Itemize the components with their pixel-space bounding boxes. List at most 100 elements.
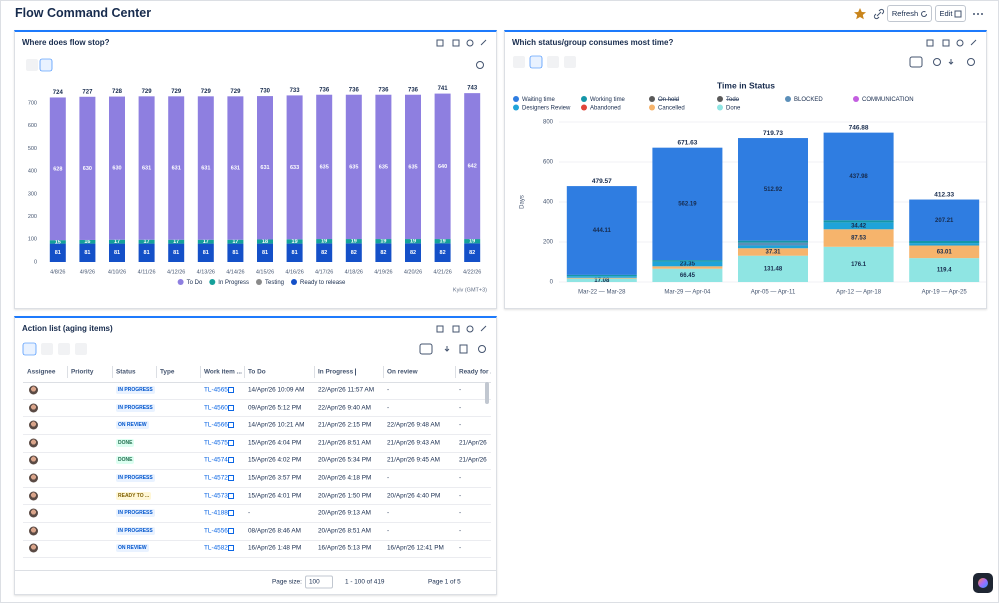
bar-segment (345, 94, 362, 240)
work-item-link[interactable]: TL-4573 (204, 492, 228, 500)
settings-icon[interactable] (476, 61, 484, 69)
bar-segment (109, 96, 125, 240)
segment-label: 82 (321, 250, 327, 256)
legend-item[interactable]: Waiting time (513, 96, 555, 103)
segment-label: 17 (173, 239, 179, 245)
avatar (29, 420, 38, 430)
scrollbar (485, 382, 489, 404)
segment-label: 63.01 (937, 249, 953, 255)
assistant-button[interactable] (973, 573, 993, 593)
panel-tools[interactable] (436, 39, 487, 47)
work-item-link[interactable]: TL-4572 (204, 474, 228, 482)
total-label: 729 (201, 89, 212, 95)
legend-swatch (853, 96, 859, 102)
row-divider (23, 539, 491, 541)
bar-segment (138, 243, 155, 262)
panel-tools[interactable] (926, 39, 977, 47)
work-item-link[interactable]: TL-4556 (204, 527, 228, 535)
legend-item[interactable]: COMMUNICATION (853, 96, 914, 103)
table-cell: - (459, 421, 462, 429)
refresh-button[interactable]: Refresh (887, 5, 932, 22)
y-axis-label: Days (520, 195, 526, 209)
table-tools[interactable] (419, 343, 486, 355)
external-link-icon (228, 404, 234, 411)
column-divider (200, 366, 201, 378)
external-link-icon (228, 422, 234, 429)
legend-swatch (177, 279, 184, 285)
bar-segment (138, 96, 155, 240)
legend-item[interactable]: BLOCKED (785, 96, 823, 103)
bar-segment (405, 94, 421, 240)
segment-label: 131.48 (764, 266, 783, 272)
work-item-link[interactable]: TL-4566 (204, 421, 228, 429)
table: Assignee Priority Status Type Work item ... T… (15, 362, 491, 569)
work-item-link[interactable]: TL-4574 (204, 456, 228, 464)
segment-label: 81 (292, 250, 298, 256)
legend-label: Done (726, 106, 741, 112)
segment-label: 207.21 (935, 218, 954, 224)
legend-item[interactable]: Todo (717, 96, 740, 103)
page-size-select[interactable]: 100 (305, 575, 333, 589)
legend-item[interactable]: Abandoned (581, 104, 621, 112)
work-item-link[interactable]: TL-4575 (204, 439, 228, 447)
segment-label: 81 (173, 250, 179, 256)
work-item-link[interactable]: TL-4560 (204, 404, 228, 412)
view-buttons[interactable] (22, 342, 87, 356)
avatar (29, 526, 38, 536)
legend-item[interactable]: To Do (177, 279, 203, 286)
panel-tools[interactable] (436, 325, 487, 333)
legend-item[interactable]: Cancelled (649, 104, 685, 112)
x-tick-label: 4/15/26 (256, 269, 274, 275)
table-cell: - (248, 509, 251, 517)
table-cell: 15/Apr/26 4:04 PM (248, 439, 302, 447)
bar-segment (652, 147, 723, 261)
legend-item[interactable]: Ready to release (291, 279, 346, 286)
table-cell: 21/Apr/26 (459, 439, 487, 447)
legend-item[interactable]: Working time (581, 96, 626, 103)
segment-label: 631 (142, 165, 151, 171)
segment-label: 81 (55, 250, 61, 256)
legend-label: Designers Review (522, 106, 571, 112)
segment-label: 640 (438, 164, 447, 170)
bar-segment (257, 96, 273, 240)
edit-button[interactable]: Edit (935, 5, 966, 22)
panel-title: Where does flow stop? (22, 38, 110, 47)
column-divider (244, 366, 245, 378)
legend-item[interactable]: Done (717, 104, 741, 112)
work-item-link[interactable]: TL-4188 (204, 509, 228, 517)
page-size-label: Page size: (272, 578, 302, 586)
legend-item[interactable]: On hold (649, 96, 679, 103)
chart-tools[interactable] (909, 56, 975, 68)
star-icon[interactable] (853, 7, 867, 21)
legend-item[interactable]: Designers Review (513, 104, 571, 112)
y-tick-label: 400 (28, 169, 37, 175)
segment-label: 19 (292, 239, 298, 245)
bar-segment (79, 239, 96, 244)
segment-label: 635 (320, 164, 329, 170)
bar-segment (375, 243, 392, 262)
work-item-link[interactable]: TL-4565 (204, 386, 228, 394)
more-icon[interactable] (971, 7, 985, 21)
status-badge: ON REVIEW (116, 421, 149, 430)
sort-icon (355, 368, 360, 376)
segment-label: 66.45 (680, 273, 696, 279)
column-divider (455, 366, 456, 378)
segment-label: 17 (203, 239, 209, 245)
bar-view-button[interactable] (26, 59, 38, 71)
view-buttons[interactable] (513, 55, 576, 69)
segment-label: 81 (84, 250, 90, 256)
legend-item[interactable]: Testing (255, 279, 284, 286)
x-tick-label: Mar-29 — Apr-04 (664, 290, 711, 296)
segment-label: 34.42 (851, 223, 867, 229)
bar-segment (738, 245, 808, 249)
work-item-link[interactable]: TL-4582 (204, 544, 228, 552)
y-tick-label: 0 (550, 280, 554, 286)
segment-label: 628 (53, 166, 62, 172)
total-label: 729 (142, 89, 153, 95)
total-label: 729 (171, 89, 182, 95)
legend-item[interactable]: In Progress (209, 279, 249, 286)
stack-view-button[interactable] (39, 58, 53, 72)
bar-segment (316, 239, 333, 244)
link-icon[interactable] (872, 7, 886, 21)
